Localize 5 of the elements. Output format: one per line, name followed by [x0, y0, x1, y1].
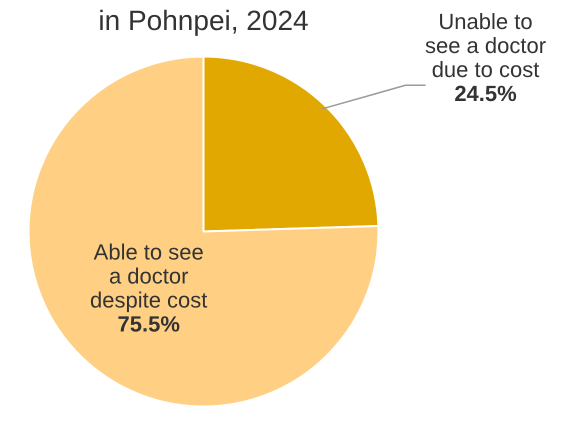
data-label: 24.5% — [454, 80, 517, 106]
data-label: 75.5% — [118, 312, 180, 337]
slice-label: Unable to see a doctor due to cost — [424, 8, 546, 82]
slice-label: Able to see a doctor despite cost — [90, 240, 208, 313]
chart-title: in Pohnpei, 2024 — [98, 5, 309, 36]
